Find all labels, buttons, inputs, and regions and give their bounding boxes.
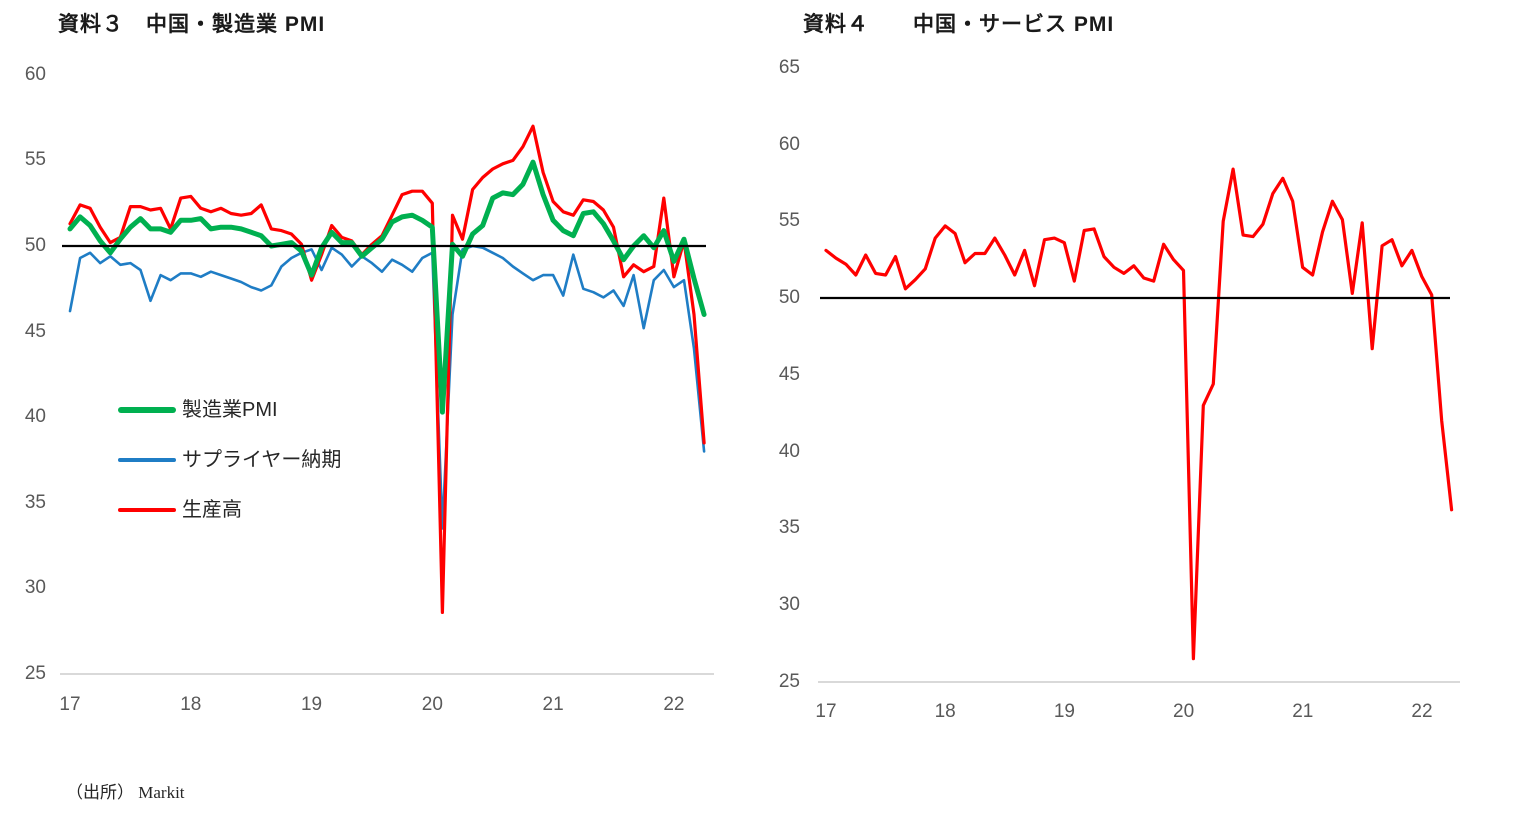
legend-swatch-1 — [118, 458, 176, 462]
chart-0-y-tick-55: 55 — [24, 149, 46, 171]
chart-1-y-tick-55: 55 — [778, 210, 800, 232]
chart-1-x-tick-17: 17 — [815, 701, 837, 722]
chart-0-y-tick-50: 50 — [24, 235, 46, 256]
chart-1-y-tick-45: 45 — [778, 363, 800, 385]
chart-1-y-tick-65: 65 — [778, 56, 800, 78]
chart-1-y-tick-30: 30 — [778, 594, 800, 615]
chart-0-series-0-line — [67, 159, 707, 415]
chart-0-y-tick-25: 25 — [24, 663, 46, 684]
source-note: （出所） Markit — [66, 783, 185, 802]
legend-swatch-2 — [118, 507, 176, 513]
chart-0-y-tick-35: 35 — [24, 491, 46, 513]
legend-swatch-0 — [118, 406, 176, 414]
chart-0-y-tick-60: 60 — [24, 63, 46, 85]
chart-1-x-tick-19: 19 — [1053, 701, 1075, 722]
chart-1-x-tick-20: 20 — [1173, 701, 1195, 722]
legend-label-2: 生産高 — [182, 499, 242, 521]
right-chart-title: 資料４ 中国・サービス PMI — [803, 13, 1115, 36]
chart-1-x-tick-18: 18 — [934, 701, 956, 722]
chart-0-y-tick-40: 40 — [24, 406, 46, 428]
chart-0-x-tick-17: 17 — [59, 694, 81, 715]
chart-0-x-tick-22: 22 — [663, 694, 685, 715]
chart-0-series-1-line — [68, 244, 706, 530]
legend-label-0: 製造業PMI — [182, 399, 278, 421]
chart-1-x-tick-21: 21 — [1292, 701, 1314, 722]
chart-0-y-tick-30: 30 — [24, 577, 46, 599]
chart-1-series-0-line — [824, 167, 1454, 661]
chart-0-series-2-line — [68, 124, 706, 615]
chart-1-y-tick-40: 40 — [778, 440, 800, 462]
chart-1-y-tick-50: 50 — [778, 287, 800, 308]
chart-0-x-tick-20: 20 — [421, 694, 443, 715]
legend-label-1: サプライヤー納期 — [182, 449, 342, 471]
chart-1-x-tick-22: 22 — [1411, 701, 1433, 722]
chart-0-x-tick-21: 21 — [542, 694, 564, 715]
left-chart-title: 資料３ 中国・製造業 PMI — [58, 13, 326, 36]
chart-0-y-tick-45: 45 — [24, 320, 46, 342]
chart-1-y-tick-60: 60 — [778, 133, 800, 155]
chart-1-y-tick-35: 35 — [778, 517, 800, 539]
chart-0-x-tick-19: 19 — [300, 694, 323, 715]
chart-0-x-tick-18: 18 — [180, 694, 202, 715]
chart-1-y-tick-25: 25 — [778, 670, 800, 692]
